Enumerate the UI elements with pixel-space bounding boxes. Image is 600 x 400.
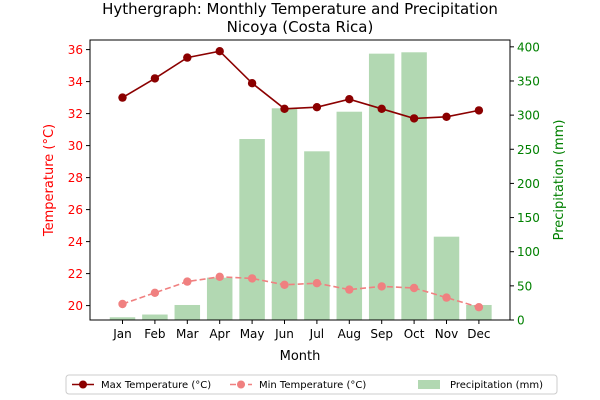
legend-box xyxy=(65,374,558,395)
min-temp-line xyxy=(122,275,480,308)
x-tick-label-apr: Apr xyxy=(209,327,230,341)
max-temp-point-nov xyxy=(442,112,451,122)
max-temp-point-mar xyxy=(183,53,192,62)
min-temp-point-nov xyxy=(442,293,451,302)
left-axis: 20 22 24 26 28 30 32 34 36 xyxy=(68,43,90,313)
x-tick-label-oct: Oct xyxy=(404,327,425,341)
right-axis: 0 50 100 150 200 250 300 350 400 xyxy=(510,40,540,328)
temperature-lines xyxy=(118,47,484,312)
precip-bar-dec xyxy=(466,304,492,320)
left-axis-label: Temperature (°C) xyxy=(42,124,57,237)
legend-marker-max xyxy=(79,380,87,389)
min-temp-point-jul xyxy=(312,279,322,288)
x-tick-label-aug: Aug xyxy=(338,327,361,341)
left-tick-label: 24 xyxy=(68,235,83,249)
legend-marker-min xyxy=(237,380,245,389)
precip-bar-mar xyxy=(174,304,201,320)
precip-bar-jul xyxy=(304,151,330,320)
max-temp-point-apr xyxy=(215,47,224,56)
min-temp-point-jun xyxy=(280,280,289,289)
min-temp-point-aug xyxy=(345,285,354,294)
right-tick-label: 250 xyxy=(517,143,540,157)
right-tick-label: 100 xyxy=(517,245,540,259)
left-tick-label: 32 xyxy=(68,107,83,121)
precip-bar-sep xyxy=(368,53,395,320)
x-tick-label-may: May xyxy=(240,327,265,341)
x-tick-label-mar: Mar xyxy=(176,327,199,341)
x-tick-label-jun: Jun xyxy=(274,327,294,341)
min-temp-point-sep xyxy=(377,282,386,291)
x-axis-label: Month xyxy=(280,349,321,364)
legend: Max Temperature (°C) Min Temperature (°C)… xyxy=(65,374,558,395)
min-temp-point-mar xyxy=(183,277,192,286)
plot-frame xyxy=(89,39,511,321)
legend-label: Max Temperature (°C) xyxy=(101,380,211,391)
max-temp-point-jun xyxy=(280,104,289,114)
right-tick-label: 400 xyxy=(517,40,540,54)
max-temp-point-dec xyxy=(474,106,484,115)
precip-bar-oct xyxy=(401,52,427,320)
x-tick-label-dec: Dec xyxy=(467,327,490,341)
x-tick-label-sep: Sep xyxy=(370,327,393,341)
precip-bar-may xyxy=(239,139,265,320)
right-tick-label: 50 xyxy=(517,279,532,293)
max-temp-point-sep xyxy=(377,104,386,114)
left-tick-label: 34 xyxy=(68,75,83,89)
x-tick-label-jul: Jul xyxy=(309,327,324,341)
right-tick-label: 350 xyxy=(517,74,540,88)
precip-bar-nov xyxy=(433,236,460,320)
max-temp-point-feb xyxy=(150,74,160,83)
precip-bar-feb xyxy=(142,314,168,320)
x-tick-label-nov: Nov xyxy=(435,327,458,341)
left-tick-label: 26 xyxy=(68,203,83,217)
left-tick-label: 22 xyxy=(68,267,83,281)
x-axis: Jan Feb Mar Apr May Jun Jul Aug Sep Oct Nov Dec xyxy=(112,320,491,341)
x-tick-label-jan: Jan xyxy=(112,327,132,341)
right-tick-label: 300 xyxy=(517,109,540,123)
left-tick-label: 28 xyxy=(68,171,83,185)
right-tick-label: 150 xyxy=(517,211,540,225)
chart-title: Hythergraph: Monthly Temperature and Pre… xyxy=(102,0,498,18)
max-temp-point-jan xyxy=(118,93,127,102)
min-temp-point-apr xyxy=(215,272,224,281)
max-temp-point-may xyxy=(247,79,257,88)
legend-label: Precipitation (mm) xyxy=(450,380,543,391)
left-tick-label: 30 xyxy=(68,139,83,153)
precip-bar-aug xyxy=(336,111,363,321)
max-temp-point-aug xyxy=(345,95,354,104)
legend-swatch-precipitation xyxy=(418,380,440,389)
precip-bar-apr xyxy=(206,277,233,320)
max-temp-point-oct xyxy=(409,114,419,123)
right-axis-label: Precipitation (mm) xyxy=(552,120,567,241)
left-tick-label: 36 xyxy=(68,43,83,57)
right-tick-label: 0 xyxy=(517,314,525,328)
precipitation-bars xyxy=(109,52,492,321)
max-temp-point-jul xyxy=(312,103,322,112)
min-temp-point-oct xyxy=(409,283,419,293)
min-temp-point-may xyxy=(247,274,257,283)
legend-label: Min Temperature (°C) xyxy=(259,380,366,391)
precip-bar-jan xyxy=(109,317,136,320)
x-tick-label-feb: Feb xyxy=(144,327,165,341)
right-tick-label: 200 xyxy=(517,177,540,191)
max-temp-line xyxy=(122,50,480,120)
min-temp-point-feb xyxy=(150,288,160,297)
min-temp-point-dec xyxy=(474,303,484,312)
min-temp-point-jan xyxy=(118,299,127,309)
chart-subtitle: Nicoya (Costa Rica) xyxy=(227,18,374,36)
left-tick-label: 20 xyxy=(68,299,83,313)
